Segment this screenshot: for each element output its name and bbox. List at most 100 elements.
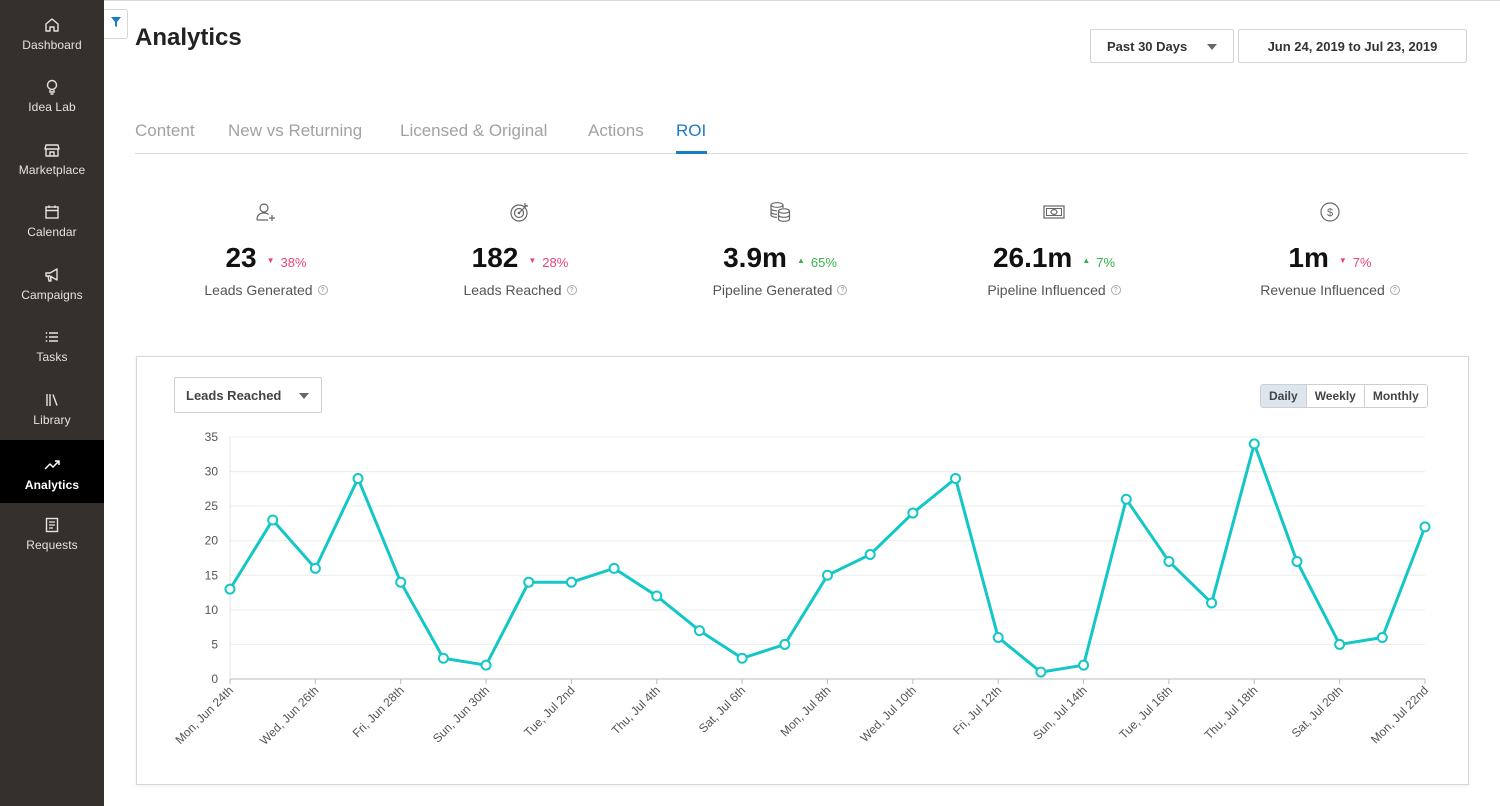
x-tick-label: Wed, Jun 26th bbox=[257, 683, 321, 747]
kpi-value: 23 bbox=[225, 242, 257, 273]
x-tick-label: Fri, Jun 28th bbox=[350, 683, 407, 740]
x-tick-label: Wed, Jul 10th bbox=[857, 683, 919, 745]
data-point bbox=[1120, 493, 1132, 505]
kpi-revenue-influenced: $ 1m ▼ 7% Revenue Influenced? bbox=[1200, 200, 1460, 298]
date-range-field[interactable]: Jun 24, 2019 to Jul 23, 2019 bbox=[1238, 29, 1467, 63]
metric-dropdown[interactable]: Leads Reached bbox=[174, 377, 322, 413]
kpi-value: 182 bbox=[471, 242, 519, 273]
kpi-delta: 38% bbox=[280, 255, 307, 270]
home-icon bbox=[43, 16, 61, 34]
data-point bbox=[437, 652, 449, 664]
lightbulb-icon bbox=[43, 78, 61, 96]
data-point bbox=[309, 562, 321, 574]
trending-icon bbox=[43, 456, 61, 474]
tab-bar: Content New vs Returning Licensed & Orig… bbox=[135, 117, 1468, 154]
library-icon bbox=[43, 391, 61, 409]
y-tick-label: 0 bbox=[211, 672, 218, 686]
kpi-label: Leads Reached bbox=[463, 282, 562, 298]
tab-licensed-original[interactable]: Licensed & Original bbox=[400, 121, 548, 140]
y-tick-label: 5 bbox=[211, 637, 218, 651]
kpi-value: 26.1m bbox=[992, 242, 1073, 273]
sidebar-item-label: Analytics bbox=[24, 478, 80, 492]
x-tick-label: Sat, Jul 6th bbox=[696, 683, 748, 735]
data-point bbox=[1035, 666, 1047, 678]
arrow-down-icon: ▼ bbox=[1338, 256, 1347, 265]
help-icon[interactable]: ? bbox=[1389, 285, 1400, 295]
sidebar-item-calendar[interactable]: Calendar bbox=[0, 187, 104, 249]
kpi-leads-reached: 182 ▼ 28% Leads Reached? bbox=[390, 200, 650, 298]
help-icon[interactable]: ? bbox=[837, 285, 848, 295]
data-point bbox=[736, 652, 748, 664]
data-point bbox=[651, 590, 663, 602]
banknote-icon bbox=[924, 200, 1184, 228]
y-tick-label: 35 bbox=[205, 430, 219, 444]
sidebar-item-label: Idea Lab bbox=[28, 100, 76, 114]
sidebar-item-label: Library bbox=[33, 413, 71, 427]
sidebar-item-label: Tasks bbox=[36, 350, 68, 364]
x-tick-label: Mon, Jul 22nd bbox=[1368, 683, 1431, 746]
period-dropdown[interactable]: Past 30 Days bbox=[1090, 29, 1234, 63]
filter-toggle-button[interactable] bbox=[104, 9, 128, 39]
kpi-delta: 65% bbox=[810, 255, 837, 270]
data-point bbox=[480, 659, 492, 671]
sidebar-item-analytics[interactable]: Analytics bbox=[0, 440, 104, 503]
kpi-value: 3.9m bbox=[723, 242, 787, 273]
arrow-down-icon: ▼ bbox=[266, 256, 275, 265]
sidebar-item-dashboard[interactable]: Dashboard bbox=[0, 0, 104, 62]
y-tick-label: 10 bbox=[205, 603, 219, 617]
tab-new-vs-returning[interactable]: New vs Returning bbox=[228, 121, 363, 140]
x-tick-label: Mon, Jul 8th bbox=[777, 683, 833, 739]
kpi-pipeline-generated: 3.9m ▲ 65% Pipeline Generated? bbox=[650, 200, 910, 298]
kpi-delta: 28% bbox=[542, 255, 569, 270]
data-point bbox=[608, 562, 620, 574]
sidebar: Dashboard Idea Lab Marketplace Calendar … bbox=[0, 0, 104, 806]
data-point bbox=[523, 576, 535, 588]
filter-icon bbox=[110, 15, 122, 33]
sidebar-item-label: Dashboard bbox=[22, 38, 82, 52]
sidebar-item-campaigns[interactable]: Campaigns bbox=[0, 250, 104, 312]
granularity-daily-button[interactable]: Daily bbox=[1261, 385, 1307, 407]
sidebar-item-tasks[interactable]: Tasks bbox=[0, 312, 104, 374]
kpi-value: 1m bbox=[1288, 242, 1329, 273]
metric-dropdown-value: Leads Reached bbox=[186, 387, 282, 403]
store-icon bbox=[43, 141, 61, 159]
data-point bbox=[1078, 659, 1090, 671]
x-tick-label: Mon, Jun 24th bbox=[172, 683, 236, 747]
data-point bbox=[224, 583, 236, 595]
data-point bbox=[1163, 555, 1175, 567]
page-title: Analytics bbox=[135, 24, 242, 51]
kpi-label: Pipeline Generated bbox=[712, 282, 833, 298]
data-point bbox=[1206, 597, 1218, 609]
sidebar-item-library[interactable]: Library bbox=[0, 375, 104, 437]
help-icon[interactable]: ? bbox=[317, 285, 328, 295]
sidebar-item-marketplace[interactable]: Marketplace bbox=[0, 125, 104, 187]
sidebar-item-idea-lab[interactable]: Idea Lab bbox=[0, 62, 104, 124]
sidebar-item-label: Marketplace bbox=[18, 163, 86, 177]
kpi-label: Revenue Influenced bbox=[1260, 282, 1385, 298]
add-user-icon bbox=[136, 200, 396, 228]
date-range-value: Jun 24, 2019 to Jul 23, 2019 bbox=[1267, 38, 1438, 54]
line-chart: 0 5 10 15 20 25 30 35 Mon, Jun 24th Wed, Jun 26th… bbox=[172, 430, 1431, 748]
data-point bbox=[395, 576, 407, 588]
sidebar-item-requests[interactable]: Requests bbox=[0, 500, 104, 562]
x-tick-label: Thu, Jul 18th bbox=[1201, 683, 1260, 742]
kpi-leads-generated: 23 ▼ 38% Leads Generated? bbox=[136, 200, 396, 298]
help-icon[interactable]: ? bbox=[566, 285, 577, 295]
data-point bbox=[565, 576, 577, 588]
granularity-monthly-button[interactable]: Monthly bbox=[1372, 389, 1419, 403]
data-point bbox=[1419, 521, 1431, 533]
help-icon[interactable]: ? bbox=[1110, 285, 1121, 295]
data-point bbox=[352, 472, 364, 484]
arrow-up-icon: ▲ bbox=[1082, 256, 1091, 265]
tab-roi[interactable]: ROI bbox=[676, 121, 707, 140]
coins-icon bbox=[650, 200, 910, 228]
data-point bbox=[907, 507, 919, 519]
tab-actions[interactable]: Actions bbox=[588, 121, 644, 140]
calendar-icon bbox=[43, 203, 61, 221]
target-icon bbox=[390, 200, 650, 228]
tab-content[interactable]: Content bbox=[135, 121, 195, 140]
top-divider bbox=[104, 0, 1500, 1]
granularity-weekly-button[interactable]: Weekly bbox=[1307, 385, 1365, 407]
granularity-toggle: Daily Weekly Monthly bbox=[1260, 384, 1428, 408]
